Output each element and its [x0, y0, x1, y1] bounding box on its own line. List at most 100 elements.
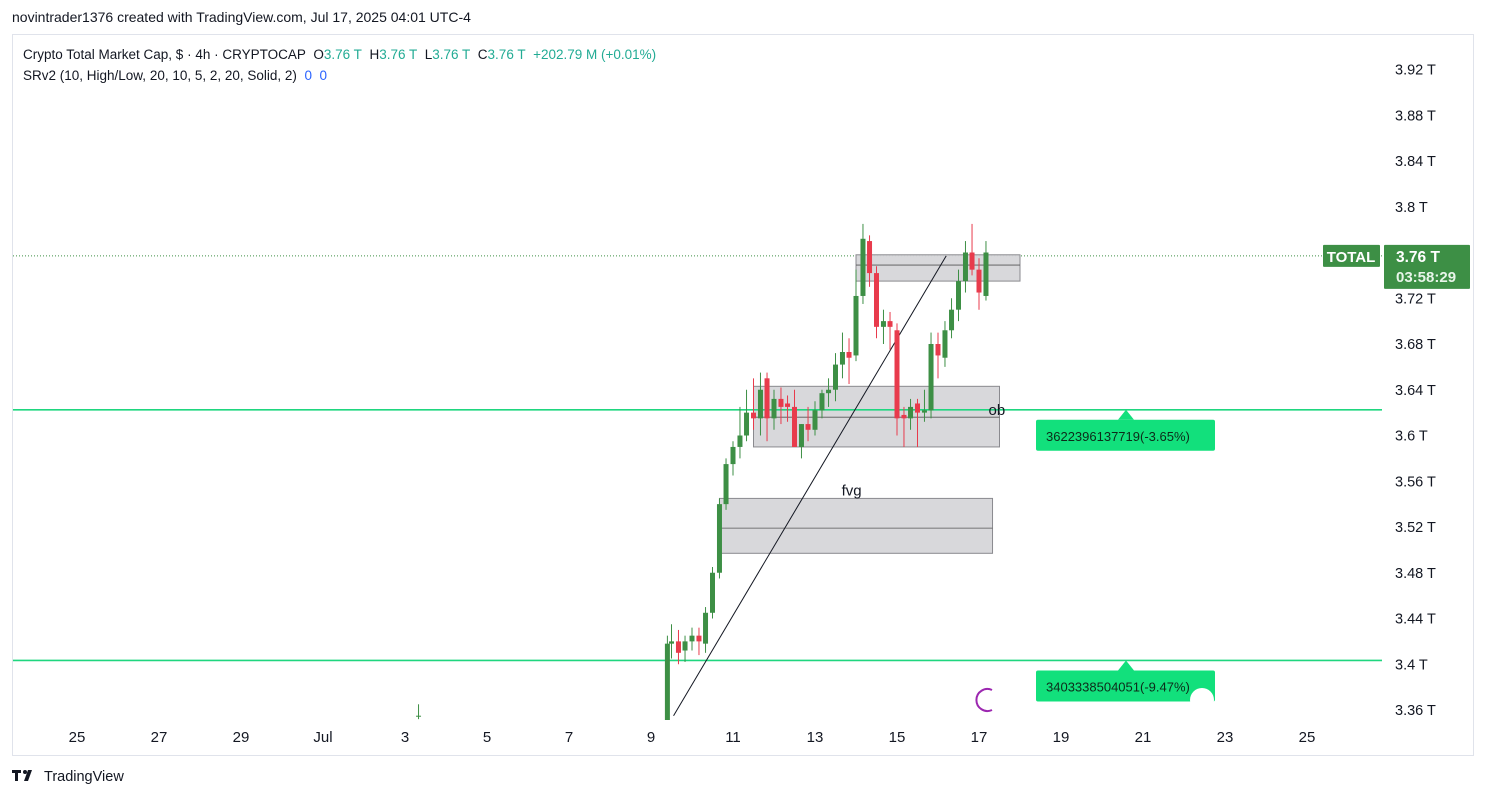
candle	[867, 235, 873, 287]
price-tick-label: 3.6 T	[1395, 429, 1428, 445]
candle	[935, 332, 941, 379]
candle-body	[757, 389, 763, 419]
candle	[669, 624, 674, 659]
candle-body	[867, 241, 873, 274]
time-tick-label: 15	[889, 729, 906, 746]
candle-body	[956, 281, 961, 310]
candle	[853, 269, 859, 362]
indicator-value-1: 0	[304, 68, 312, 83]
candle	[908, 398, 914, 430]
candle-body	[915, 403, 920, 413]
time-tick-label: 3	[401, 729, 409, 746]
candle-body	[730, 446, 736, 465]
zone-label-ob: ob	[989, 402, 1006, 419]
candle-body	[771, 398, 777, 419]
sr-badge-box	[1036, 670, 1215, 702]
symbol-title: Crypto Total Market Cap, $ · 4h · CRYPTO…	[23, 47, 306, 62]
candle	[887, 311, 893, 350]
candle-body	[798, 424, 804, 447]
zone-box-fvg	[718, 497, 994, 554]
time-tick-label: 19	[1053, 729, 1070, 746]
candle	[915, 398, 920, 447]
sr-badge-box	[1036, 419, 1215, 451]
price-tick-label: 3.72 T	[1395, 291, 1436, 307]
candle	[703, 607, 709, 653]
candle-body	[969, 252, 975, 270]
candle-body	[416, 715, 422, 717]
candle	[921, 389, 927, 422]
time-tick-label: 23	[1217, 729, 1234, 746]
candle-body	[805, 424, 811, 430]
zone-box-ob	[753, 385, 1000, 448]
candle	[751, 378, 756, 430]
sr-badge-pointer	[1118, 660, 1134, 671]
candle-body	[696, 635, 702, 642]
price-tick-label: 3.48 T	[1395, 566, 1436, 582]
indicator-legend-row[interactable]: SRv2 (10, High/Low, 20, 10, 5, 2, 20, So…	[23, 65, 656, 86]
time-axis: 25 27 29 Jul 3 5 7 9 11 13 15 17 19 21 23 25	[69, 729, 1316, 746]
last-price-tag	[1384, 244, 1470, 289]
symbol-legend-row[interactable]: Crypto Total Market Cap, $ · 4h · CRYPTO…	[23, 44, 656, 65]
candle	[833, 353, 838, 402]
low-value: 3.76 T	[432, 47, 471, 62]
trendline	[673, 255, 947, 716]
time-tick-label: Jul	[313, 729, 332, 746]
candle	[764, 372, 770, 442]
trendline-line	[673, 255, 947, 716]
candle-body	[812, 410, 818, 430]
candle	[778, 387, 784, 425]
sr-badge-pointer	[1118, 409, 1134, 420]
candle-body	[874, 273, 879, 327]
candle	[969, 223, 975, 276]
candle	[805, 406, 811, 442]
time-tick-label: 25	[1299, 729, 1316, 746]
price-tick-label: 3.68 T	[1395, 337, 1436, 353]
time-tick-label: 13	[807, 729, 824, 746]
candle	[416, 704, 422, 720]
tradingview-logo-icon	[12, 768, 38, 786]
candle	[901, 406, 907, 447]
sr-badge-2: 3403338504051(-9.47%)	[1036, 660, 1215, 702]
sr-badge-label: 3403338504051(-9.47%)	[1046, 679, 1190, 694]
price-tick-label: 3.92 T	[1395, 63, 1436, 79]
candle	[716, 498, 722, 579]
candles	[416, 223, 989, 720]
symbol-tag	[1323, 244, 1380, 267]
close-value: 3.76 T	[487, 47, 526, 62]
chart-legend: Crypto Total Market Cap, $ · 4h · CRYPTO…	[23, 44, 656, 86]
tradingview-brand: TradingView	[44, 769, 124, 785]
time-tick-label: 17	[971, 729, 988, 746]
sr-badge-label: 3622396137719(-3.65%)	[1046, 429, 1190, 444]
candle	[771, 389, 777, 430]
time-tick-label: 21	[1135, 729, 1152, 746]
tradingview-footer: TradingView	[12, 768, 124, 786]
last-price-value: 3.76 T	[1396, 249, 1440, 266]
candle-body	[928, 344, 934, 411]
candle-body	[901, 414, 907, 419]
candle-body	[908, 406, 914, 419]
high-label: H	[369, 47, 380, 62]
candle-body	[703, 612, 709, 644]
indicator-value-2: 0	[319, 68, 327, 83]
candle	[826, 378, 832, 407]
candle	[949, 298, 955, 339]
candle	[744, 389, 750, 442]
candle	[956, 269, 961, 322]
open-label: O	[313, 47, 324, 62]
candle-body	[860, 238, 866, 296]
candle-body	[887, 321, 893, 327]
candle	[723, 458, 729, 510]
low-label: L	[424, 47, 433, 62]
price-tick-label: 3.8 T	[1395, 200, 1428, 216]
price-tick-label: 3.36 T	[1395, 703, 1436, 719]
countdown-value: 03:58:29	[1396, 269, 1456, 286]
chart-frame[interactable]	[12, 34, 1474, 756]
candle	[942, 321, 948, 367]
chart-caption: novintrader1376 created with TradingView…	[12, 9, 471, 25]
candle-body	[826, 389, 832, 394]
candle	[785, 395, 791, 422]
candle	[792, 389, 797, 447]
time-tick-label: 29	[233, 729, 250, 746]
candle-body	[710, 572, 715, 613]
